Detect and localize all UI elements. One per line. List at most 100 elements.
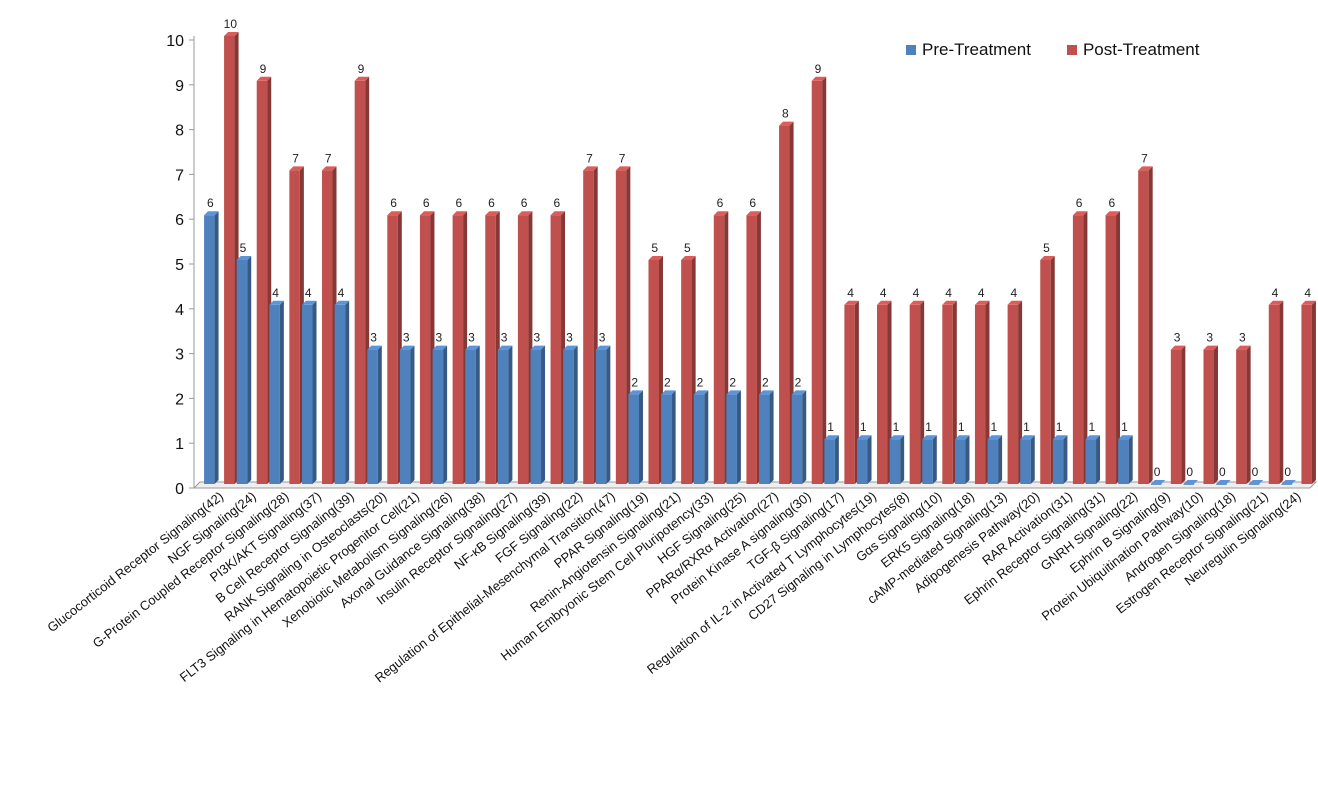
legend-swatch-post-treatment xyxy=(1066,45,1077,55)
bar-pre-treatment-top xyxy=(432,345,448,350)
data-label-post-treatment: 4 xyxy=(978,286,985,300)
data-label-post-treatment: 6 xyxy=(423,196,430,210)
data-label-pre-treatment: 0 xyxy=(1154,465,1161,479)
bar-pre-treatment-side xyxy=(1030,435,1035,484)
bar-post-treatment-top xyxy=(811,76,827,81)
data-label-post-treatment: 6 xyxy=(1076,196,1083,210)
data-label-post-treatment: 7 xyxy=(619,151,626,165)
legend-label-post-treatment: Post-Treatment xyxy=(1082,40,1200,59)
data-label-post-treatment: 4 xyxy=(945,286,952,300)
bar-post-treatment xyxy=(256,80,268,485)
bar-post-treatment xyxy=(1301,304,1312,484)
bar-post-treatment-top xyxy=(224,32,239,36)
bar-post-treatment-top xyxy=(1138,166,1153,171)
data-label-pre-treatment: 4 xyxy=(338,286,345,300)
data-label-post-treatment: 7 xyxy=(586,151,593,165)
data-label-post-treatment: 10 xyxy=(224,17,238,31)
bar-pre-treatment xyxy=(595,349,607,484)
bar-post-treatment-side xyxy=(1050,256,1055,484)
bar-pre-treatment-top xyxy=(236,256,252,260)
bar-pre-treatment xyxy=(432,349,444,484)
legend-item-post-treatment: Post-Treatment xyxy=(1066,40,1200,60)
data-label-post-treatment: 6 xyxy=(717,196,724,210)
bar-pre-treatment xyxy=(1248,484,1260,485)
data-label-post-treatment: 3 xyxy=(1239,331,1246,345)
y-tick-label: 1 xyxy=(175,436,184,453)
bar-pre-treatment-top xyxy=(987,435,1003,440)
data-label-pre-treatment: 3 xyxy=(599,331,606,345)
bar-post-treatment-top xyxy=(1170,345,1186,350)
y-tick-label: 3 xyxy=(175,347,184,364)
bar-pre-treatment-side xyxy=(736,390,741,484)
bar-pre-treatment-top xyxy=(302,300,317,305)
bar-pre-treatment-top xyxy=(759,390,774,395)
data-label-pre-treatment: 2 xyxy=(697,375,704,389)
data-label-pre-treatment: 5 xyxy=(240,241,247,255)
bar-post-treatment-side xyxy=(1083,211,1088,484)
bar-post-treatment-side xyxy=(1279,300,1284,484)
data-label-pre-treatment: 1 xyxy=(1121,420,1128,434)
bar-pre-treatment xyxy=(367,349,378,484)
data-label-post-treatment: 4 xyxy=(1011,286,1018,300)
bar-pre-treatment-side xyxy=(312,300,317,484)
bar-post-treatment-top xyxy=(746,211,761,216)
bar-pre-treatment-top xyxy=(204,211,219,216)
bar-post-treatment-top xyxy=(1072,211,1088,216)
bar-pre-treatment-top xyxy=(1118,435,1133,440)
bar-post-treatment-top xyxy=(713,211,729,216)
bar-pre-treatment-side xyxy=(802,390,807,484)
bar-post-treatment xyxy=(517,215,529,484)
data-label-post-treatment: 7 xyxy=(292,151,299,165)
bar-post-treatment-top xyxy=(844,300,859,305)
data-label-pre-treatment: 1 xyxy=(893,420,900,434)
data-label-post-treatment: 6 xyxy=(456,196,463,210)
bar-pre-treatment-top xyxy=(857,435,872,440)
bar-pre-treatment xyxy=(693,394,705,484)
bar-post-treatment-top xyxy=(419,211,435,216)
data-label-post-treatment: 4 xyxy=(847,286,854,300)
bar-post-treatment-top xyxy=(1268,300,1284,305)
bar-post-treatment xyxy=(811,80,823,485)
bar-pre-treatment xyxy=(530,349,542,484)
data-label-pre-treatment: 0 xyxy=(1219,465,1226,479)
bar-post-treatment xyxy=(419,215,431,484)
bar-post-treatment-top xyxy=(354,76,370,81)
bar-pre-treatment xyxy=(236,260,248,484)
bar-post-treatment xyxy=(452,215,464,484)
bar-pre-treatment-side xyxy=(834,435,839,484)
data-label-pre-treatment: 2 xyxy=(664,375,671,389)
bar-post-treatment-top xyxy=(583,166,598,171)
bar-post-treatment xyxy=(942,304,953,484)
bar-post-treatment-top xyxy=(648,256,663,260)
bar-pre-treatment xyxy=(922,439,933,484)
data-label-pre-treatment: 0 xyxy=(1252,465,1259,479)
bar-pre-treatment-top xyxy=(1052,435,1068,440)
bar-pre-treatment-side xyxy=(965,435,970,484)
bar-post-treatment-top xyxy=(877,300,892,305)
data-label-pre-treatment: 1 xyxy=(1056,420,1063,434)
bar-post-treatment xyxy=(681,260,692,484)
bar-post-treatment xyxy=(224,36,235,484)
data-label-post-treatment: 4 xyxy=(1272,286,1279,300)
data-label-pre-treatment: 1 xyxy=(991,420,998,434)
bar-post-treatment xyxy=(1268,304,1280,484)
bar-post-treatment-top xyxy=(322,166,337,171)
data-label-pre-treatment: 0 xyxy=(1284,465,1291,479)
bar-pre-treatment-side xyxy=(867,435,872,484)
bar-pre-treatment-side xyxy=(345,300,350,484)
bar-pre-treatment-top xyxy=(465,345,480,350)
bar-post-treatment-top xyxy=(452,211,468,216)
bar-post-treatment xyxy=(354,80,366,485)
data-label-pre-treatment: 4 xyxy=(272,286,279,300)
data-label-pre-treatment: 1 xyxy=(860,420,867,434)
bar-pre-treatment xyxy=(1118,439,1129,484)
data-label-pre-treatment: 6 xyxy=(207,196,214,210)
bar-post-treatment xyxy=(1170,349,1182,484)
bar-post-treatment-side xyxy=(985,300,990,484)
bar-pre-treatment-top xyxy=(399,345,415,350)
data-label-post-treatment: 7 xyxy=(1141,151,1148,165)
bar-pre-treatment-top xyxy=(889,435,905,440)
data-label-post-treatment: 6 xyxy=(390,196,397,210)
bar-post-treatment xyxy=(779,125,790,484)
bar-pre-treatment-side xyxy=(443,345,448,484)
